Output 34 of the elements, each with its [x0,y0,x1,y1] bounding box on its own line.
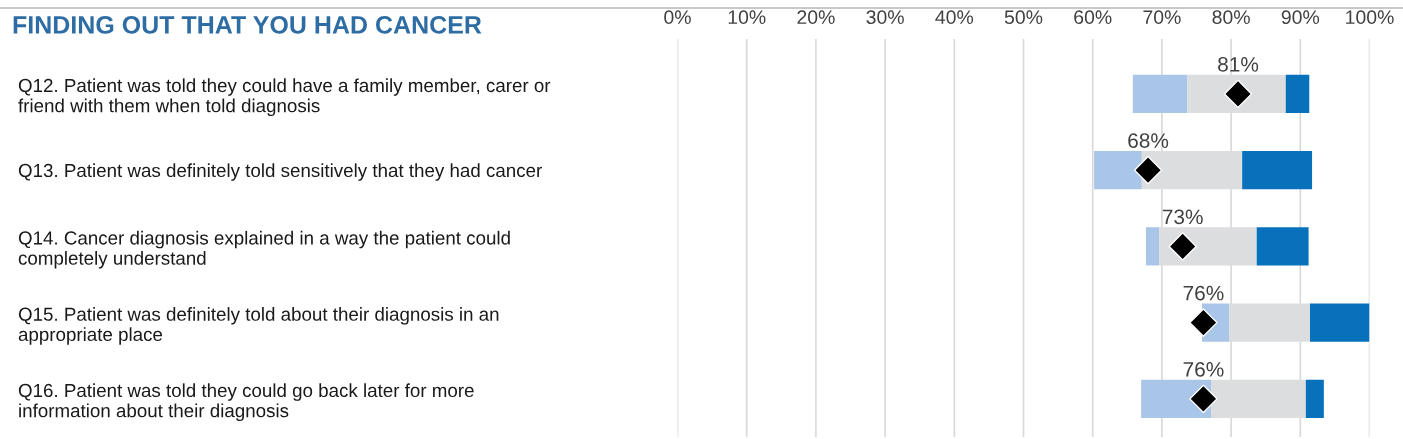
point [1189,308,1218,337]
point [1133,155,1163,185]
y-tick-label: Q14. Cancer diagnosis explained in a way the patient could completely understand [18,230,510,269]
data-label: 68% [1128,133,1169,148]
bar [1145,227,1160,266]
bar [1132,74,1188,113]
bar [1242,151,1313,190]
bar [1309,303,1370,342]
data-label: 76% [1183,285,1224,301]
y-tick-label: Q15. Patient was definitely told about their diagnosis in an appropriate place [18,307,499,345]
point [1168,232,1197,261]
x-tick-label: 70% [1143,10,1181,25]
x-tick-label: 50% [1004,10,1043,25]
x-tick-label: 0% [664,10,691,25]
bar [1094,151,1142,190]
y-tick-label: Q13. Patient was definitely told sensitively that they had cancer [18,163,542,181]
point [1189,384,1218,414]
x-tick-label: 60% [1074,10,1112,25]
data-label: 76% [1183,361,1224,377]
x-tick-label: 40% [935,10,974,25]
y-tick-label: Q16. Patient was told they could go back later for more information about their diagnosis [18,383,474,422]
x-tick-label: 20% [797,10,835,25]
x-tick-label: 30% [866,10,904,25]
data-label: 73% [1162,209,1203,225]
bar [1285,74,1310,113]
x-tick-label: 90% [1281,10,1320,25]
y-tick-label: Q12. Patient was told they could have a family member, carer or friend with them when told diagnosis [18,78,551,117]
data-label: 81% [1218,56,1259,72]
x-tick-label: 80% [1212,10,1250,25]
bar [1256,227,1309,266]
text: FINDING OUT THAT YOU HAD CANCER [13,16,482,34]
x-tick-label: 100% [1346,10,1394,25]
x-tick-label: 10% [728,10,766,25]
bar [1305,379,1324,418]
